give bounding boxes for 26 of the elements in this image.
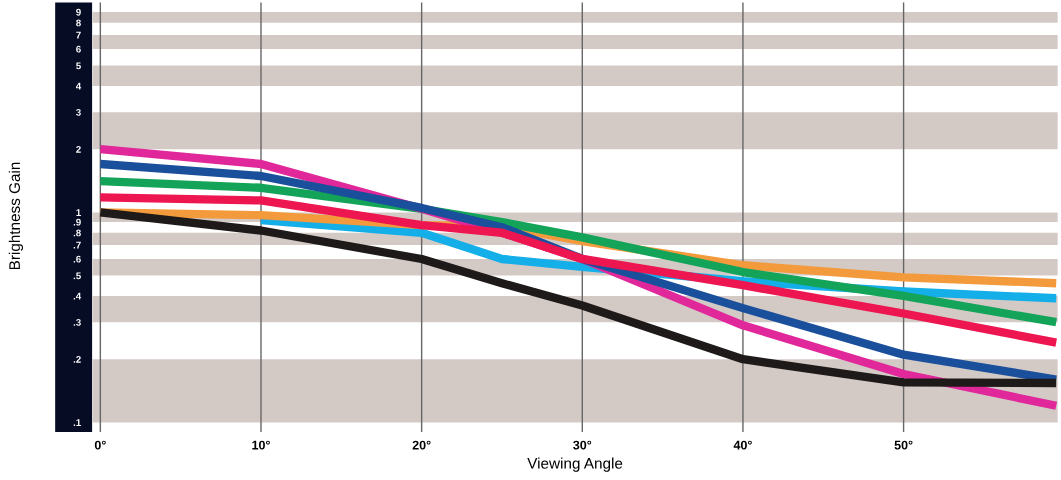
y-tick-label: .8 <box>73 229 81 237</box>
x-tick-label: 10° <box>252 440 270 450</box>
x-axis-title: Viewing Angle <box>527 457 623 472</box>
y-tick-label: 4 <box>75 82 82 90</box>
y-tick-label: .2 <box>73 355 81 363</box>
y-tick-label: 3 <box>76 108 81 116</box>
x-tick-label: 20° <box>412 440 431 450</box>
x-tick-label: 40° <box>733 440 752 450</box>
x-tick-label: 30° <box>573 440 592 450</box>
y-tick-label: .4 <box>73 292 82 300</box>
y-tick-label: .3 <box>73 318 81 326</box>
y-tick-label: .7 <box>73 241 81 249</box>
y-tick-label: 5 <box>76 62 81 70</box>
y-tick-label: 8 <box>76 19 81 27</box>
y-axis-title: Brightness Gain <box>8 162 24 270</box>
y-tick-label: 1 <box>76 209 81 216</box>
y-tick-label: 9 <box>76 8 81 16</box>
y-tick-label: .5 <box>73 272 81 280</box>
y-tick-label: 7 <box>76 31 81 39</box>
x-tick-label: 0° <box>94 440 106 450</box>
y-tick-label: 6 <box>76 45 81 53</box>
x-tick-label: 50° <box>894 440 913 450</box>
y-tick-label: .6 <box>73 255 81 263</box>
y-tick-label: .9 <box>73 218 81 226</box>
y-tick-label: 2 <box>76 145 81 153</box>
y-tick-label: .1 <box>73 419 81 426</box>
